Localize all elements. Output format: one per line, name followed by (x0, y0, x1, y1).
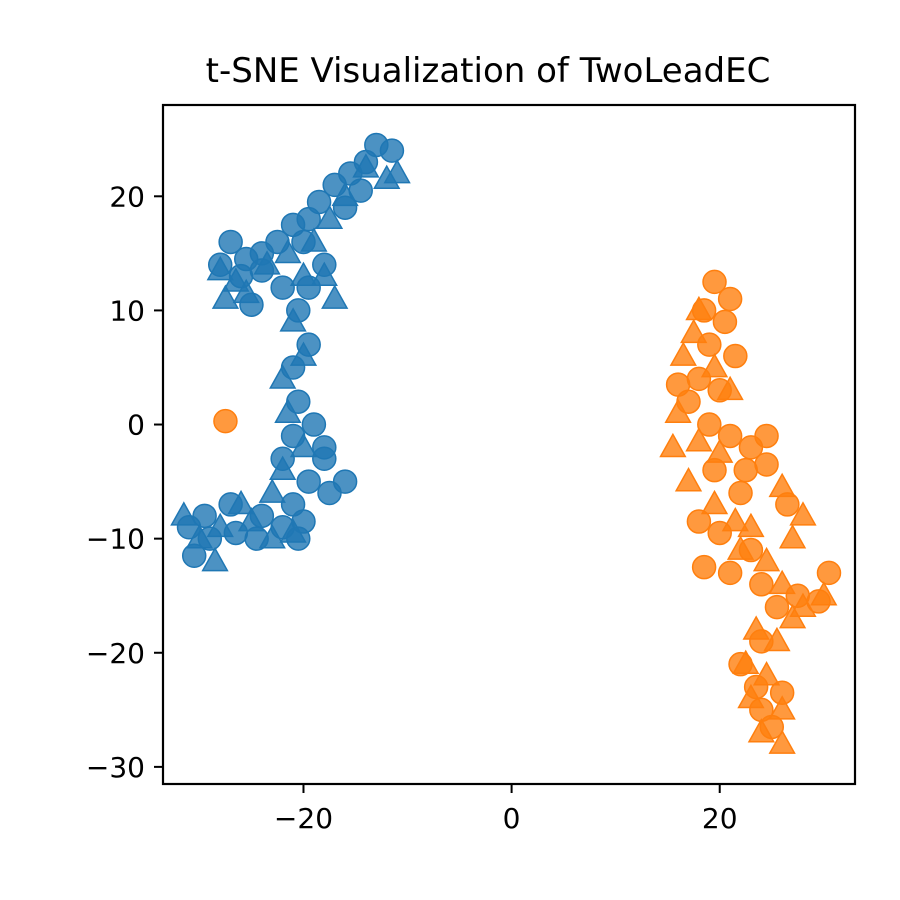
circle-point (749, 572, 774, 597)
triangle-point (685, 427, 713, 452)
triangle-point (768, 472, 796, 498)
circle-point (723, 343, 748, 369)
triangle-point (258, 478, 286, 503)
circle-point (218, 229, 243, 255)
triangle-point (721, 506, 749, 532)
y-tick-label: −30 (86, 751, 145, 784)
circle-point (754, 423, 779, 449)
triangle-point (752, 661, 781, 686)
triangle-point (352, 153, 380, 178)
triangle-point (321, 284, 349, 309)
triangle-point (706, 438, 734, 463)
plot-frame (161, 103, 857, 786)
triangle-point (700, 489, 729, 515)
circle-point (686, 509, 712, 534)
circle-point (816, 560, 842, 586)
triangle-point (289, 261, 318, 287)
y-tick-label: 0 (127, 409, 145, 442)
circle-point (702, 269, 727, 295)
triangle-point (253, 250, 281, 275)
triangle-point (232, 278, 260, 304)
y-tick-label: 10 (109, 294, 145, 327)
triangle-point (211, 284, 240, 309)
circle-point (717, 560, 743, 586)
triangle-point (789, 592, 817, 617)
circle-point (270, 275, 295, 300)
circle-point (301, 412, 327, 437)
circle-point (697, 412, 722, 437)
triangle-point (752, 546, 781, 572)
axes: −20 0 20 −30 −20 −10 0 10 20 (86, 180, 738, 835)
triangle-point (768, 729, 796, 754)
circle-point (712, 309, 738, 335)
circle-point (733, 457, 758, 483)
triangle-point (763, 626, 791, 652)
triangle-point (732, 649, 760, 675)
triangle-point (700, 352, 729, 378)
triangle-point (716, 375, 744, 401)
triangle-point (310, 261, 338, 287)
triangle-point (300, 227, 328, 252)
circle-point (213, 408, 238, 434)
triangle-point (274, 238, 302, 264)
triangle-point (206, 255, 234, 281)
triangle-point (664, 398, 692, 423)
circle-point (717, 423, 743, 449)
triangle-point (685, 295, 713, 321)
triangle-point (237, 506, 266, 532)
triangle-point (789, 501, 817, 526)
triangle-point (279, 307, 307, 332)
circle-point (764, 594, 790, 620)
triangle-point (737, 683, 765, 709)
triangle-point (373, 164, 401, 190)
triangle-point (674, 467, 703, 492)
y-tick-label: −20 (86, 637, 145, 670)
triangle-point (742, 615, 770, 640)
triangle-point (669, 341, 697, 366)
triangle-point (810, 581, 838, 606)
triangle-point (279, 518, 307, 543)
x-tick-label: −20 (274, 802, 333, 835)
triangle-point (768, 695, 796, 720)
circle-point (691, 554, 717, 580)
y-tick-label: 20 (109, 180, 145, 213)
triangle-point (747, 718, 775, 743)
x-tick-label: 20 (702, 802, 738, 835)
triangle-point (170, 501, 198, 526)
triangle-point (778, 524, 807, 549)
triangle-point (185, 524, 214, 549)
circle-point (379, 138, 405, 163)
triangle-point (726, 535, 755, 560)
data-points (170, 132, 842, 754)
triangle-point (778, 603, 807, 629)
triangle-point (331, 181, 359, 207)
triangle-point (289, 432, 318, 458)
triangle-point (680, 318, 708, 344)
circle-point (296, 469, 321, 494)
triangle-point (274, 398, 302, 423)
triangle-point (315, 204, 344, 229)
circle-point (717, 286, 743, 312)
triangle-point (659, 432, 687, 458)
triangle-point (258, 524, 286, 549)
triangle-point (206, 512, 234, 538)
triangle-point (201, 546, 229, 572)
triangle-point (227, 489, 255, 515)
circle-point (754, 452, 779, 477)
chart-title: t-SNE Visualization of TwoLeadEC (206, 51, 771, 91)
x-tick-label: 0 (503, 802, 521, 835)
triangle-point (269, 455, 297, 481)
circle-point (312, 435, 337, 460)
triangle-point (768, 569, 796, 595)
triangle-point (737, 512, 765, 538)
y-tick-label: −10 (86, 523, 145, 556)
circle-point (332, 469, 358, 494)
triangle-point (269, 364, 297, 389)
circle-point (665, 372, 691, 397)
circle-point (728, 480, 753, 506)
triangle-point (289, 341, 318, 366)
